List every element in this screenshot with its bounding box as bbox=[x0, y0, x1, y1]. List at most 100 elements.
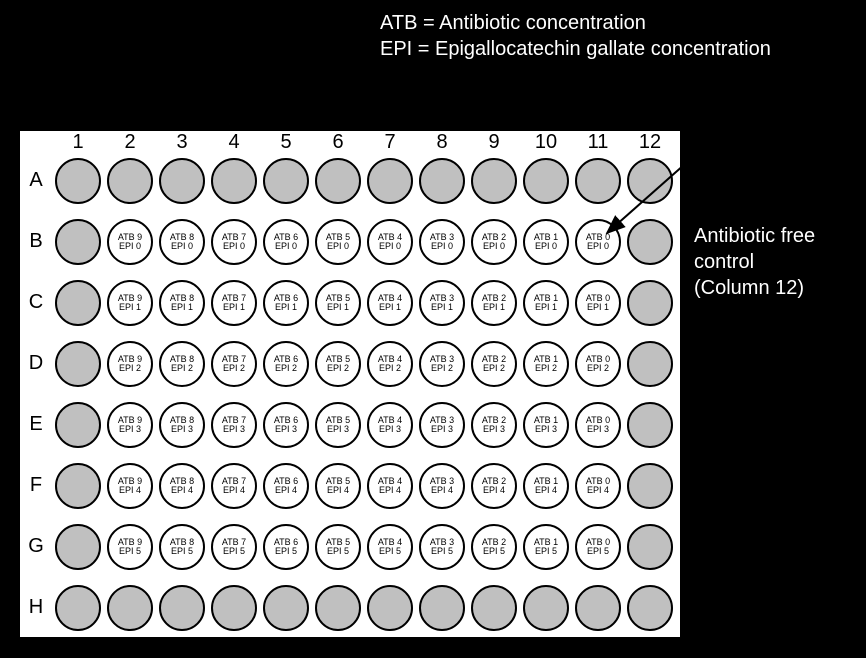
well-epi-label: EPI 1 bbox=[483, 303, 505, 312]
col-header-3: 3 bbox=[162, 131, 202, 154]
well-epi-label: EPI 2 bbox=[327, 364, 349, 373]
well-B11: ATB 0EPI 0 bbox=[575, 219, 621, 265]
well-H2 bbox=[107, 585, 153, 631]
well-E9: ATB 2EPI 3 bbox=[471, 402, 517, 448]
well-epi-label: EPI 3 bbox=[327, 425, 349, 434]
well-epi-label: EPI 2 bbox=[587, 364, 609, 373]
well-E5: ATB 6EPI 3 bbox=[263, 402, 309, 448]
well-D4: ATB 7EPI 2 bbox=[211, 341, 257, 387]
well-D5: ATB 6EPI 2 bbox=[263, 341, 309, 387]
well-E1 bbox=[55, 402, 101, 448]
well-epi-label: EPI 4 bbox=[483, 486, 505, 495]
well-epi-label: EPI 0 bbox=[171, 242, 193, 251]
well-H3 bbox=[159, 585, 205, 631]
well-B8: ATB 3EPI 0 bbox=[419, 219, 465, 265]
well-H9 bbox=[471, 585, 517, 631]
well-epi-label: EPI 4 bbox=[119, 486, 141, 495]
well-epi-label: EPI 4 bbox=[223, 486, 245, 495]
well-epi-label: EPI 5 bbox=[535, 547, 557, 556]
well-H5 bbox=[263, 585, 309, 631]
legend-line-1: ATB = Antibiotic concentration bbox=[380, 12, 646, 34]
well-H10 bbox=[523, 585, 569, 631]
well-A12 bbox=[627, 158, 673, 204]
well-G2: ATB 9EPI 5 bbox=[107, 524, 153, 570]
well-H12 bbox=[627, 585, 673, 631]
well-A7 bbox=[367, 158, 413, 204]
well-epi-label: EPI 2 bbox=[431, 364, 453, 373]
well-D9: ATB 2EPI 2 bbox=[471, 341, 517, 387]
well-E6: ATB 5EPI 3 bbox=[315, 402, 361, 448]
well-D7: ATB 4EPI 2 bbox=[367, 341, 413, 387]
col-header-11: 11 bbox=[578, 131, 618, 154]
well-D11: ATB 0EPI 2 bbox=[575, 341, 621, 387]
row-header-B: B bbox=[24, 230, 48, 253]
well-epi-label: EPI 2 bbox=[379, 364, 401, 373]
well-C6: ATB 5EPI 1 bbox=[315, 280, 361, 326]
well-epi-label: EPI 1 bbox=[119, 303, 141, 312]
well-epi-label: EPI 2 bbox=[223, 364, 245, 373]
well-A3 bbox=[159, 158, 205, 204]
row-header-D: D bbox=[24, 352, 48, 375]
row-header-A: A bbox=[24, 169, 48, 192]
well-epi-label: EPI 0 bbox=[275, 242, 297, 251]
well-epi-label: EPI 5 bbox=[119, 547, 141, 556]
col-header-6: 6 bbox=[318, 131, 358, 154]
well-C7: ATB 4EPI 1 bbox=[367, 280, 413, 326]
well-epi-label: EPI 3 bbox=[483, 425, 505, 434]
well-epi-label: EPI 4 bbox=[275, 486, 297, 495]
well-epi-label: EPI 3 bbox=[223, 425, 245, 434]
well-H6 bbox=[315, 585, 361, 631]
well-F5: ATB 6EPI 4 bbox=[263, 463, 309, 509]
well-H8 bbox=[419, 585, 465, 631]
well-epi-label: EPI 0 bbox=[431, 242, 453, 251]
well-D1 bbox=[55, 341, 101, 387]
well-F9: ATB 2EPI 4 bbox=[471, 463, 517, 509]
well-epi-label: EPI 3 bbox=[431, 425, 453, 434]
control-note: Antibiotic free control(Column 12) bbox=[694, 223, 866, 301]
well-H4 bbox=[211, 585, 257, 631]
well-epi-label: EPI 4 bbox=[535, 486, 557, 495]
col-header-5: 5 bbox=[266, 131, 306, 154]
control-note-line1: Antibiotic free control bbox=[694, 225, 815, 273]
well-D2: ATB 9EPI 2 bbox=[107, 341, 153, 387]
col-header-2: 2 bbox=[110, 131, 150, 154]
well-A5 bbox=[263, 158, 309, 204]
well-C10: ATB 1EPI 1 bbox=[523, 280, 569, 326]
well-B10: ATB 1 EPI 0 bbox=[523, 219, 569, 265]
well-B4: ATB 7EPI 0 bbox=[211, 219, 257, 265]
well-C12 bbox=[627, 280, 673, 326]
well-H11 bbox=[575, 585, 621, 631]
well-G11: ATB 0EPI 5 bbox=[575, 524, 621, 570]
well-epi-label: EPI 4 bbox=[379, 486, 401, 495]
well-A9 bbox=[471, 158, 517, 204]
well-epi-label: EPI 2 bbox=[275, 364, 297, 373]
well-epi-label: EPI 0 bbox=[483, 242, 505, 251]
well-epi-label: EPI 3 bbox=[535, 425, 557, 434]
well-B6: ATB 5EPI 0 bbox=[315, 219, 361, 265]
well-epi-label: EPI 0 bbox=[223, 242, 245, 251]
well-E10: ATB 1EPI 3 bbox=[523, 402, 569, 448]
well-epi-label: EPI 1 bbox=[379, 303, 401, 312]
well-epi-label: EPI 5 bbox=[171, 547, 193, 556]
well-C9: ATB 2EPI 1 bbox=[471, 280, 517, 326]
well-G8: ATB 3EPI 5 bbox=[419, 524, 465, 570]
well-A1 bbox=[55, 158, 101, 204]
row-header-G: G bbox=[24, 535, 48, 558]
well-C4: ATB 7EPI 1 bbox=[211, 280, 257, 326]
legend-text: ATB = Antibiotic concentrationEPI = Epig… bbox=[380, 10, 771, 62]
well-epi-label: EPI 5 bbox=[327, 547, 349, 556]
well-A8 bbox=[419, 158, 465, 204]
well-A4 bbox=[211, 158, 257, 204]
well-epi-label: EPI 4 bbox=[171, 486, 193, 495]
well-epi-label: EPI 1 bbox=[587, 303, 609, 312]
well-epi-label: EPI 2 bbox=[535, 364, 557, 373]
well-G5: ATB 6EPI 5 bbox=[263, 524, 309, 570]
well-F8: ATB 3EPI 4 bbox=[419, 463, 465, 509]
well-E3: ATB 8EPI 3 bbox=[159, 402, 205, 448]
well-F7: ATB 4EPI 4 bbox=[367, 463, 413, 509]
well-D3: ATB 8EPI 2 bbox=[159, 341, 205, 387]
well-B7: ATB 4EPI 0 bbox=[367, 219, 413, 265]
well-F6: ATB 5EPI 4 bbox=[315, 463, 361, 509]
well-C3: ATB 8EPI 1 bbox=[159, 280, 205, 326]
well-C1 bbox=[55, 280, 101, 326]
